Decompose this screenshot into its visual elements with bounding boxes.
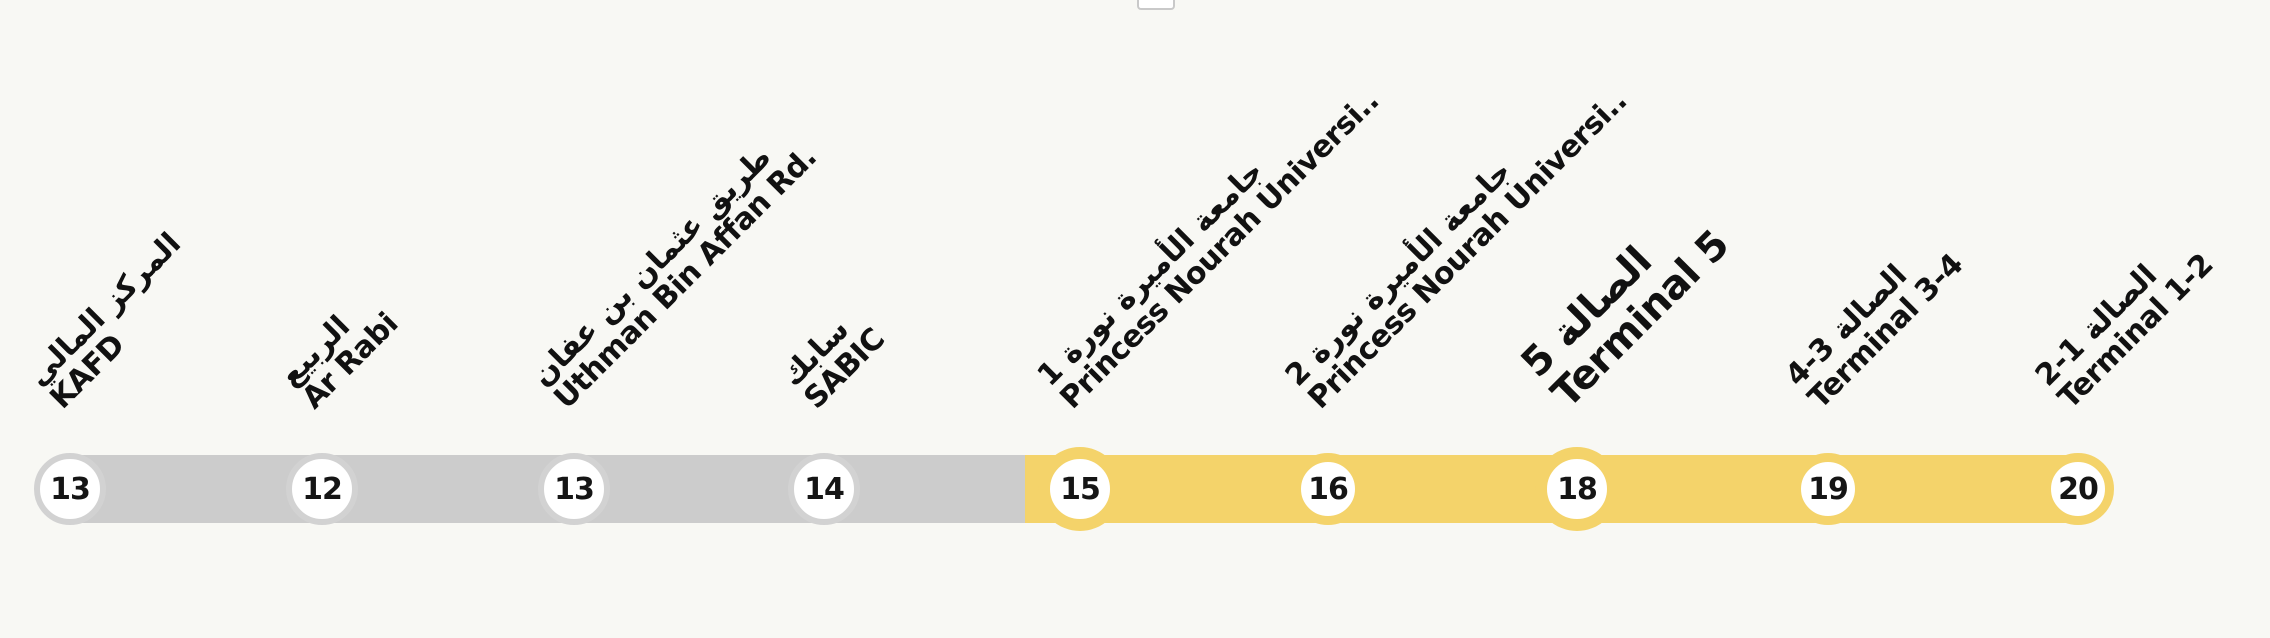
top-drag-handle[interactable] <box>1137 0 1175 10</box>
station-node[interactable]: 13 <box>538 453 610 525</box>
station-label: الصالة 1-2 Terminal 1-2 <box>2029 226 2221 417</box>
station-number: 13 <box>50 471 91 507</box>
station-number: 12 <box>302 471 343 507</box>
station-node[interactable]: 14 <box>788 453 860 525</box>
station-number: 13 <box>554 471 595 507</box>
station-number: 15 <box>1060 471 1101 507</box>
station-node[interactable]: 19 <box>1792 453 1864 525</box>
station-number: 14 <box>804 471 845 507</box>
station-node[interactable]: 16 <box>1292 453 1364 525</box>
station-node[interactable]: 12 <box>286 453 358 525</box>
station-node[interactable]: 18 <box>1535 447 1619 531</box>
station-label: الربيع Ar Rabi <box>273 285 406 417</box>
station-node[interactable]: 20 <box>2042 453 2114 525</box>
station-label: المركز المالي KAFD <box>21 226 210 416</box>
station-node[interactable]: 13 <box>34 453 106 525</box>
station-name-arabic: طريق عثمان بن عفان <box>524 140 779 394</box>
station-label: الصالة 5 Terminal 5 <box>1513 192 1739 416</box>
station-number: 18 <box>1557 471 1598 507</box>
station-number: 19 <box>1808 471 1849 507</box>
station-number: 16 <box>1308 471 1349 507</box>
station-label: سابك SABIC <box>775 301 892 416</box>
station-number: 20 <box>2058 471 2099 507</box>
station-label: الصالة 3-4 Terminal 3-4 <box>1779 226 1971 417</box>
station-node[interactable]: 15 <box>1038 447 1122 531</box>
